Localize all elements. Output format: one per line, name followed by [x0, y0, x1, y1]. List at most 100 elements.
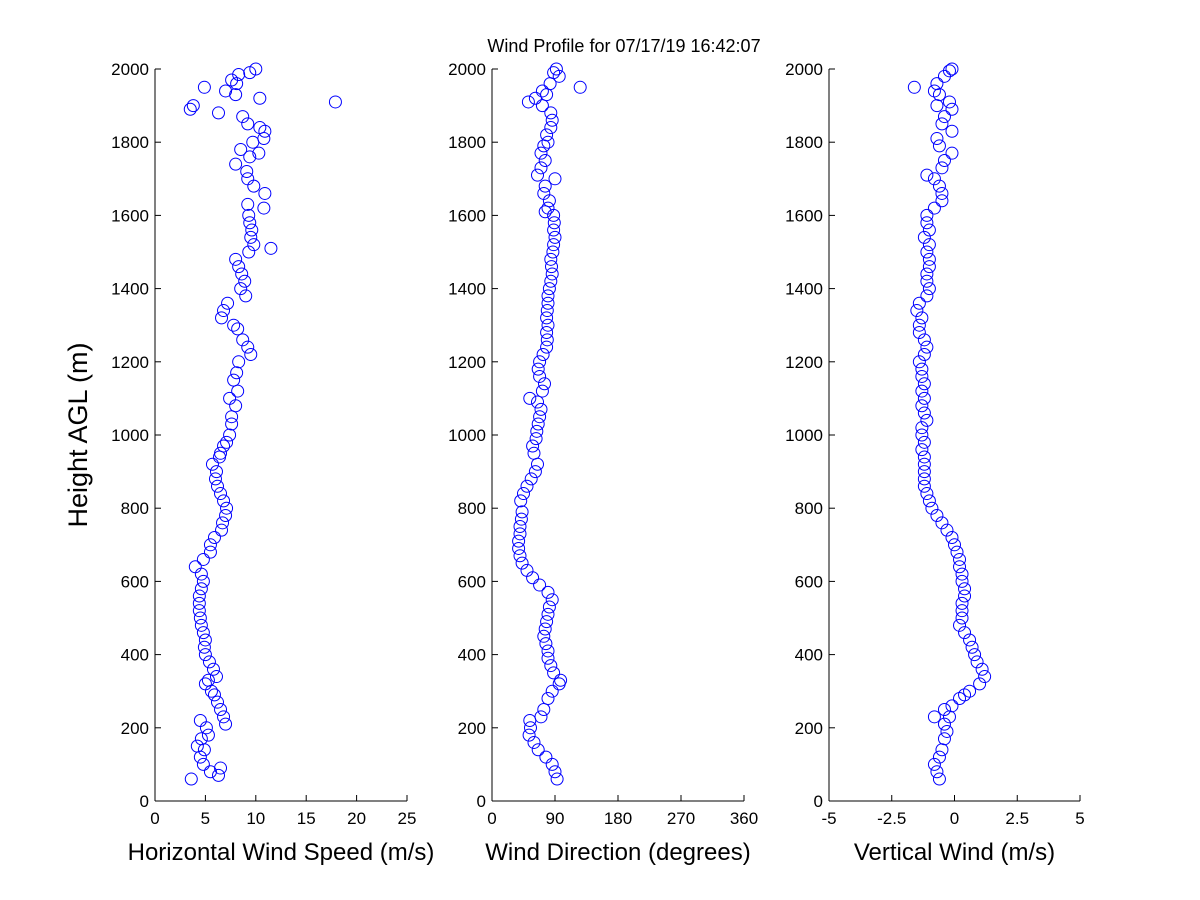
- speed-y-tick-label: 1800: [111, 133, 149, 152]
- vertical-data-point: [907, 80, 921, 94]
- speed-data-point: [217, 710, 231, 724]
- vertical-data-point: [930, 765, 944, 779]
- direction-data-point: [520, 479, 534, 493]
- speed-data-point: [193, 713, 207, 727]
- direction-data-point: [534, 161, 548, 175]
- vertical-data-point: [953, 560, 967, 574]
- speed-data-point: [190, 739, 204, 753]
- speed-data-point: [203, 538, 217, 552]
- speed-data-point: [198, 633, 212, 647]
- speed-data-point: [247, 179, 261, 193]
- vertical-data-point: [932, 772, 946, 786]
- direction-data-point: [545, 260, 558, 274]
- direction-data-point: [513, 520, 527, 533]
- speed-data-point: [235, 267, 249, 281]
- vertical-data-point: [953, 552, 967, 566]
- speed-data-point: [212, 768, 226, 782]
- speed-data-point: [215, 523, 229, 537]
- vertical-data-point: [922, 260, 936, 274]
- vertical-data-point: [927, 757, 941, 771]
- direction-data-point: [537, 703, 551, 716]
- direction-data-point: [527, 446, 541, 460]
- direction-data-point: [512, 534, 526, 548]
- speed-data-point: [245, 223, 259, 237]
- speed-data-point: [201, 673, 215, 687]
- speed-data-point: [196, 574, 210, 588]
- direction-data-point: [536, 347, 550, 361]
- speed-data-point: [217, 439, 231, 453]
- vertical-data-point: [940, 724, 954, 738]
- speed-data-point: [212, 106, 226, 120]
- vertical-data-point: [922, 282, 936, 296]
- speed-data-point: [209, 670, 223, 684]
- direction-data-point: [540, 615, 554, 629]
- vertical-data-point: [945, 699, 959, 713]
- speed-points: [183, 62, 342, 786]
- vertical-data-point: [920, 216, 934, 230]
- direction-data-point: [533, 410, 547, 424]
- vertical-data-point: [917, 435, 931, 449]
- speed-x-axis-label: Horizontal Wind Speed (m/s): [128, 839, 435, 866]
- speed-data-point: [232, 355, 246, 369]
- vertical-data-point: [915, 362, 929, 376]
- direction-data-point: [548, 172, 562, 186]
- direction-data-point: [550, 772, 564, 786]
- direction-data-point: [540, 311, 554, 325]
- speed-data-point: [196, 552, 210, 566]
- direction-y-tick-label: 1200: [448, 353, 486, 372]
- vertical-y-tick-label: 800: [795, 499, 823, 518]
- vertical-data-point: [932, 750, 946, 764]
- direction-x-tick-label: 360: [730, 809, 758, 828]
- speed-data-point: [214, 446, 228, 460]
- vertical-data-point: [922, 252, 936, 266]
- vertical-data-point: [915, 421, 929, 435]
- vertical-data-point: [958, 589, 972, 603]
- speed-x-tick-label: 10: [246, 809, 265, 828]
- direction-y-tick-label: 1400: [448, 280, 486, 299]
- speed-data-point: [209, 465, 223, 479]
- speed-data-point: [193, 611, 207, 625]
- speed-data-point: [217, 304, 231, 318]
- vertical-data-point: [955, 596, 969, 610]
- speed-x-tick-label: 20: [347, 809, 366, 828]
- vertical-data-point: [917, 347, 931, 361]
- direction-data-point: [537, 186, 551, 200]
- speed-data-point: [214, 703, 228, 716]
- speed-data-point: [246, 135, 260, 149]
- speed-data-point: [192, 589, 206, 603]
- direction-data-point: [547, 216, 561, 230]
- vertical-data-point: [917, 457, 931, 471]
- vertical-y-tick-label: 1200: [785, 353, 823, 372]
- speed-data-point: [225, 417, 239, 431]
- speed-data-point: [214, 761, 228, 775]
- direction-data-point: [549, 62, 563, 76]
- vertical-data-point: [955, 604, 969, 618]
- speed-data-point: [264, 241, 278, 255]
- speed-x-tick-label: 15: [297, 809, 316, 828]
- direction-data-point: [545, 593, 559, 607]
- direction-data-point: [547, 223, 561, 237]
- vertical-data-point: [948, 538, 961, 552]
- vertical-data-point: [915, 311, 929, 325]
- speed-data-point: [216, 516, 230, 530]
- direction-y-tick-label: 1800: [448, 133, 486, 152]
- speed-data-point: [236, 110, 250, 124]
- speed-data-point: [220, 435, 234, 449]
- direction-data-point: [520, 563, 534, 577]
- vertical-data-point: [953, 618, 967, 632]
- speed-data-point: [241, 197, 255, 211]
- direction-y-tick-label: 200: [458, 719, 486, 738]
- direction-data-point: [539, 750, 553, 764]
- direction-data-point: [547, 666, 561, 680]
- vertical-data-point: [963, 633, 977, 647]
- speed-data-point: [243, 216, 257, 230]
- vertical-data-point: [917, 472, 931, 486]
- direction-data-point: [533, 369, 547, 383]
- speed-data-point: [210, 479, 224, 493]
- vertical-y-tick-label: 600: [795, 572, 823, 591]
- direction-data-point: [531, 168, 544, 182]
- direction-x-tick-label: 0: [487, 809, 496, 828]
- speed-y-tick-label: 800: [121, 499, 149, 518]
- direction-data-point: [547, 238, 561, 252]
- speed-data-point: [194, 618, 208, 632]
